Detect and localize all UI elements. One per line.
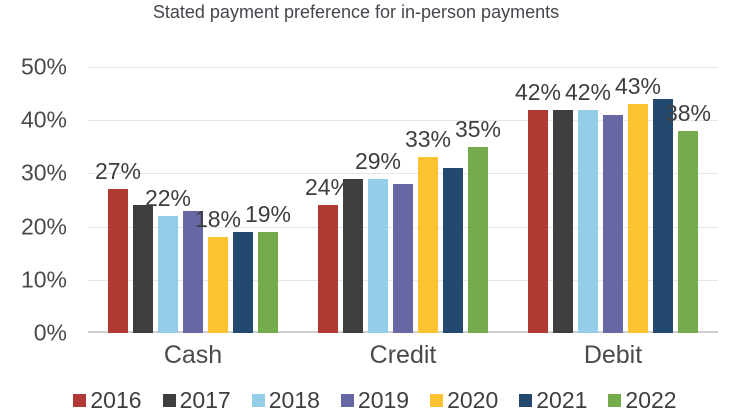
bar-2021-credit bbox=[443, 168, 463, 333]
legend-swatch-2018 bbox=[251, 394, 265, 407]
data-label-2018-debit: 42% bbox=[564, 78, 612, 105]
legend-label-2022: 2022 bbox=[625, 387, 677, 413]
gridline-50 bbox=[88, 67, 718, 68]
legend-label-2018: 2018 bbox=[268, 387, 320, 413]
bar-group-debit: 42% 42% 43% 38% bbox=[515, 73, 711, 333]
y-tick-label-50: 50% bbox=[20, 53, 67, 80]
legend: 2016 2017 2018 2019 2020 2021 2022 bbox=[0, 387, 750, 414]
y-tick-label-0: 0% bbox=[33, 319, 67, 346]
data-label-2020-credit: 33% bbox=[404, 126, 452, 153]
bar-2022-debit: 38% bbox=[665, 100, 711, 333]
legend-item-2016: 2016 bbox=[73, 387, 142, 414]
data-label-2022-credit: 35% bbox=[454, 115, 502, 142]
data-label-2016-cash: 27% bbox=[94, 158, 142, 185]
bar-2019-credit bbox=[393, 184, 413, 333]
legend-item-2019: 2019 bbox=[340, 387, 410, 414]
data-label-2018-cash: 22% bbox=[144, 185, 192, 211]
bar-2018-cash: 22% bbox=[145, 185, 191, 333]
bar-2017-debit bbox=[553, 109, 573, 333]
bar-2018-debit: 42% bbox=[565, 79, 611, 333]
category-label-credit: Credit bbox=[369, 341, 437, 369]
legend-item-2022: 2022 bbox=[608, 387, 677, 414]
data-label-2020-debit: 43% bbox=[614, 73, 662, 100]
bar-2016-cash: 27% bbox=[95, 158, 141, 333]
plot-area: 27% 22% 18% 19% 24% 29% 33% 35% 42% 42% 43% 38% bbox=[88, 67, 718, 333]
legend-swatch-2022 bbox=[608, 394, 622, 407]
legend-swatch-2019 bbox=[340, 394, 354, 407]
legend-swatch-2017 bbox=[162, 394, 176, 407]
chart-title: Stated payment preference for in-person … bbox=[152, 2, 560, 22]
category-label-debit: Debit bbox=[583, 341, 643, 369]
legend-item-2021: 2021 bbox=[519, 387, 587, 414]
bar-2016-credit: 24% bbox=[305, 174, 351, 333]
bar-2020-cash: 18% bbox=[195, 206, 241, 333]
bar-group-credit: 24% 29% 33% 35% bbox=[305, 116, 501, 333]
legend-label-2019: 2019 bbox=[357, 387, 410, 413]
bar-2017-cash bbox=[133, 205, 153, 333]
gridline-40 bbox=[88, 120, 718, 122]
category-label-cash: Cash bbox=[163, 341, 223, 369]
data-label-2022-cash: 19% bbox=[244, 200, 292, 227]
bar-2022-cash: 19% bbox=[245, 201, 291, 333]
legend-label-2016: 2016 bbox=[90, 387, 142, 413]
y-tick-label-20: 20% bbox=[20, 213, 67, 240]
data-label-2022-debit: 38% bbox=[664, 99, 712, 126]
y-tick-label-30: 30% bbox=[20, 159, 67, 186]
bar-2019-cash bbox=[183, 210, 203, 333]
bar-2021-debit bbox=[653, 98, 673, 333]
legend-swatch-2016 bbox=[73, 394, 87, 407]
data-label-2016-debit: 42% bbox=[514, 78, 562, 105]
legend-item-2020: 2020 bbox=[430, 387, 498, 414]
bar-2022-credit: 35% bbox=[455, 116, 501, 333]
legend-label-2020: 2020 bbox=[447, 387, 499, 413]
legend-label-2021: 2021 bbox=[536, 387, 588, 413]
bar-group-cash: 27% 22% 18% 19% bbox=[95, 158, 291, 333]
data-label-2018-credit: 29% bbox=[354, 147, 402, 174]
y-tick-label-40: 40% bbox=[20, 106, 67, 133]
legend-item-2018: 2018 bbox=[251, 387, 320, 414]
bar-2020-credit: 33% bbox=[405, 126, 451, 333]
y-tick-label-10: 10% bbox=[20, 266, 67, 293]
y-axis: 0% 10% 20% 30% 40% 50% bbox=[0, 0, 67, 420]
bar-2016-debit: 42% bbox=[515, 79, 561, 333]
bar-2019-debit bbox=[603, 114, 623, 333]
legend-label-2017: 2017 bbox=[179, 387, 231, 413]
bar-2017-credit bbox=[343, 178, 363, 333]
legend-item-2017: 2017 bbox=[162, 387, 231, 414]
gridline-30 bbox=[88, 173, 718, 175]
bar-2020-debit: 43% bbox=[615, 73, 661, 333]
legend-swatch-2020 bbox=[430, 394, 444, 407]
bar-2021-cash bbox=[233, 231, 253, 333]
data-label-2020-cash: 18% bbox=[194, 206, 242, 233]
legend-swatch-2021 bbox=[519, 394, 533, 407]
bar-2018-credit: 29% bbox=[355, 148, 401, 333]
